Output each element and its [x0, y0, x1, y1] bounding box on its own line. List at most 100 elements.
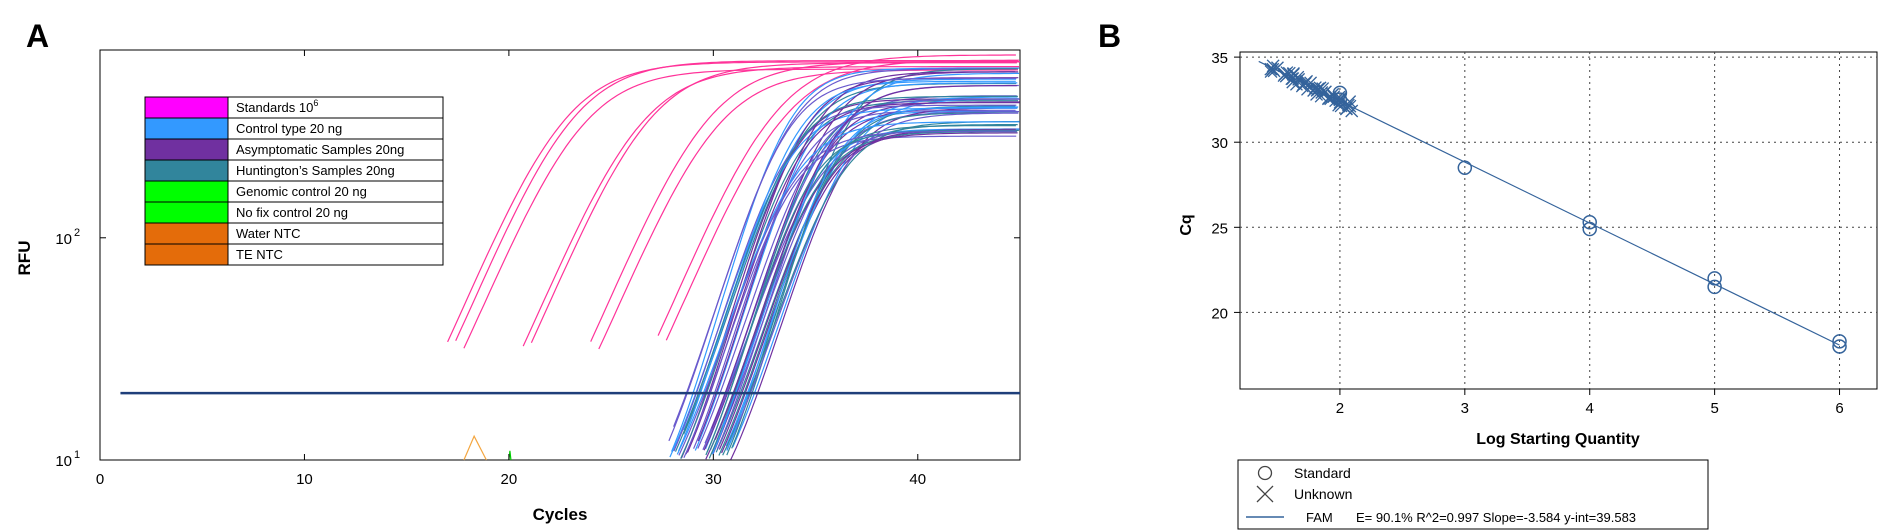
panel-b-letter: B — [1098, 18, 1122, 54]
sample-curve-39 — [693, 109, 1016, 449]
unknown-point-52 — [1285, 72, 1299, 86]
unknown-point-23 — [1326, 87, 1340, 101]
y-tick-label-b-1: 25 — [1211, 220, 1228, 237]
legend-label-a-3: Huntington’s Samples 20ng — [236, 163, 395, 178]
sample-curve-42 — [674, 95, 1018, 452]
unknown-point-50 — [1292, 72, 1306, 86]
standard-point-4 — [1582, 221, 1597, 237]
unknown-point-11 — [1264, 62, 1278, 76]
sample-curve-33 — [711, 71, 1019, 429]
unknown-point-55 — [1343, 95, 1357, 109]
unknown-point-19 — [1333, 95, 1347, 109]
sample-curve-4 — [671, 67, 1020, 452]
unknown-point-49 — [1340, 102, 1353, 116]
unknown-point-33 — [1291, 70, 1305, 84]
unknown-point-54 — [1264, 65, 1278, 78]
fit-line — [1258, 60, 1840, 346]
legend-fit-stats: E= 90.1% R^2=0.997 Slope=-3.584 y-int=39… — [1356, 510, 1636, 525]
sample-curve-31 — [726, 112, 1019, 450]
unknown-point-56 — [1332, 90, 1346, 104]
unknown-point-45 — [1333, 93, 1347, 107]
y-tick-label-b-3: 35 — [1211, 50, 1228, 67]
unknown-point-46 — [1308, 81, 1322, 95]
unknown-point-6 — [1341, 98, 1355, 112]
unknown-point-5 — [1313, 81, 1327, 95]
x-axis-label-b: Log Starting Quantity — [1476, 431, 1640, 448]
unknown-point-14 — [1323, 91, 1337, 104]
sample-curve-20 — [683, 78, 1017, 431]
legend-swatch-a-5 — [144, 201, 229, 224]
legend-label-a-4: Genomic control 20 ng — [236, 184, 367, 199]
unknown-point-27 — [1279, 69, 1293, 83]
y-tick-label-a-0: 10 — [55, 453, 72, 470]
unknown-point-38 — [1343, 99, 1357, 113]
sample-curve-44 — [726, 106, 1019, 451]
unknown-point-31 — [1339, 102, 1353, 116]
data-points-b — [1264, 59, 1847, 354]
unknown-point-32 — [1321, 92, 1335, 106]
unknown-point-29 — [1295, 79, 1309, 93]
unknown-point-21 — [1312, 82, 1326, 96]
x-tick-label-a-4: 40 — [909, 471, 926, 488]
grid-b — [1240, 52, 1877, 389]
unknown-point-40 — [1301, 82, 1314, 96]
y-tick-label-a-1: 10 — [55, 231, 72, 248]
legend-swatch-a-4 — [144, 180, 229, 203]
unknown-point-51 — [1307, 84, 1321, 97]
standard-point-8 — [1832, 339, 1847, 354]
unknown-point-41 — [1310, 83, 1324, 97]
legend-swatch-a-2 — [144, 138, 229, 161]
x-axis-label-a: Cycles — [533, 505, 588, 524]
sample-curve-46 — [706, 129, 1019, 453]
y-axis-label-a: RFU — [15, 241, 34, 276]
unknown-point-53 — [1322, 91, 1336, 105]
sample-curve-27 — [673, 104, 1017, 452]
unknown-point-22 — [1286, 67, 1300, 81]
legend-a: Standards 106 Control type 20 ng Asymptoma… — [144, 96, 444, 266]
axes-b: 2 3 4 5 6 20 25 30 35 — [1211, 50, 1843, 417]
standard-point-3 — [1582, 214, 1597, 230]
unknown-point-57 — [1296, 78, 1310, 92]
legend-b: Standard Unknown FAM E= 90.1% R^2=0.997 Slo… — [1237, 459, 1709, 530]
standard-point-0 — [1332, 85, 1348, 101]
x-tick-label-b-1: 3 — [1461, 400, 1469, 417]
legend-label-fam: FAM — [1306, 510, 1333, 525]
unknown-point-16 — [1266, 62, 1280, 76]
x-tick-label-a-1: 10 — [296, 471, 313, 488]
unknown-point-30 — [1318, 85, 1332, 99]
legend-swatch-a-6 — [144, 222, 229, 245]
ntc-blip — [463, 434, 487, 461]
unknown-point-17 — [1334, 99, 1348, 113]
legend-cell-a-7 — [227, 243, 444, 266]
unknown-point-47 — [1299, 75, 1313, 89]
standard-point-6 — [1707, 279, 1722, 295]
legend-circle-marker — [1257, 465, 1273, 481]
y-axis-label-b: Cq — [1178, 214, 1195, 235]
unknown-point-7 — [1286, 72, 1300, 86]
plot-frame-b — [1239, 51, 1878, 390]
legend-swatch-a-1 — [144, 117, 229, 140]
unknown-point-59 — [1266, 59, 1280, 73]
unknown-point-15 — [1332, 98, 1346, 112]
legend-swatch-a-3 — [144, 159, 229, 182]
unknown-point-34 — [1290, 77, 1303, 91]
unknown-point-43 — [1333, 91, 1347, 105]
sample-curve-26 — [726, 112, 1019, 456]
unknown-point-58 — [1286, 67, 1300, 80]
unknown-point-10 — [1271, 61, 1284, 75]
unknown-point-13 — [1311, 82, 1325, 96]
standard-curve-1 — [455, 59, 1018, 341]
legend-label-a-0: Standards 106 — [236, 98, 318, 115]
unknown-point-26 — [1278, 67, 1292, 81]
sample-curve-45 — [714, 84, 1017, 440]
legend-label-a-2: Asymptomatic Samples 20ng — [236, 142, 404, 157]
unknown-point-37 — [1267, 64, 1281, 78]
unknown-point-24 — [1315, 86, 1329, 99]
legend-label-a-7: TE NTC — [236, 247, 283, 262]
standard-point-1 — [1332, 92, 1348, 107]
sample-curve-36 — [722, 72, 1020, 427]
amplification-curves — [447, 54, 1020, 461]
unknown-point-8 — [1298, 76, 1312, 90]
